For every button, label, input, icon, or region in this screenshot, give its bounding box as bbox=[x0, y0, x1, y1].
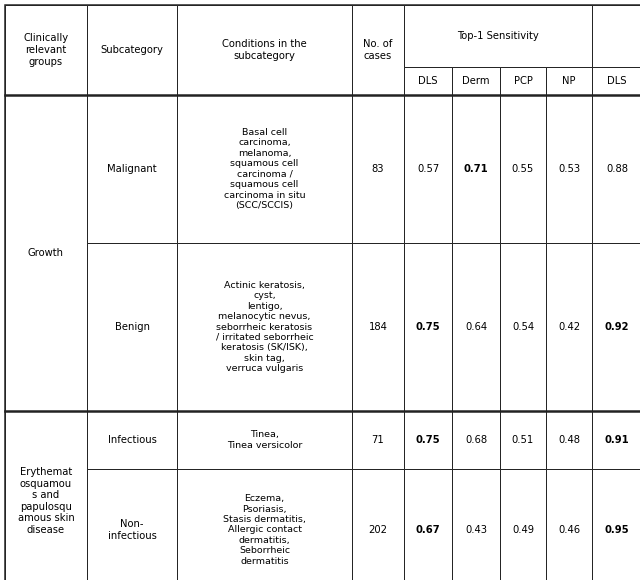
Text: 0.95: 0.95 bbox=[605, 525, 629, 535]
Bar bbox=[500, 95, 546, 243]
Text: Actinic keratosis,
cyst,
lentigo,
melanocytic nevus,
seborrheic keratosis
/ irri: Actinic keratosis, cyst, lentigo, melano… bbox=[216, 281, 314, 373]
Text: Tinea,
Tinea versicolor: Tinea, Tinea versicolor bbox=[227, 430, 302, 450]
Text: 0.48: 0.48 bbox=[558, 435, 580, 445]
Text: 0.64: 0.64 bbox=[465, 322, 487, 332]
Text: DLS: DLS bbox=[607, 76, 627, 86]
Text: 0.57: 0.57 bbox=[417, 164, 439, 174]
Text: 0.88: 0.88 bbox=[606, 164, 628, 174]
Bar bbox=[592, 67, 640, 95]
Bar bbox=[546, 67, 592, 95]
Bar bbox=[592, 243, 640, 411]
Text: 0.42: 0.42 bbox=[558, 322, 580, 332]
Bar bbox=[500, 411, 546, 469]
Bar bbox=[546, 411, 592, 469]
Text: 0.71: 0.71 bbox=[463, 164, 488, 174]
Text: 0.49: 0.49 bbox=[512, 525, 534, 535]
Text: 0.51: 0.51 bbox=[512, 435, 534, 445]
Text: Basal cell
carcinoma,
melanoma,
squamous cell
carcinoma /
squamous cell
carcinom: Basal cell carcinoma, melanoma, squamous… bbox=[224, 128, 305, 210]
Text: 83: 83 bbox=[372, 164, 384, 174]
Bar bbox=[352, 243, 404, 411]
Bar bbox=[404, 469, 452, 580]
Bar bbox=[87, 469, 177, 580]
Bar bbox=[404, 67, 452, 95]
Text: 0.75: 0.75 bbox=[416, 322, 440, 332]
Bar bbox=[177, 243, 352, 411]
Bar bbox=[452, 411, 500, 469]
Bar bbox=[87, 5, 177, 95]
Bar bbox=[352, 95, 404, 243]
Bar bbox=[592, 469, 640, 580]
Bar bbox=[352, 5, 404, 95]
Text: 0.75: 0.75 bbox=[416, 435, 440, 445]
Text: 184: 184 bbox=[369, 322, 387, 332]
Bar bbox=[452, 243, 500, 411]
Bar bbox=[500, 469, 546, 580]
Text: 0.91: 0.91 bbox=[605, 435, 629, 445]
Text: 0.68: 0.68 bbox=[465, 435, 487, 445]
Bar bbox=[546, 243, 592, 411]
Text: Subcategory: Subcategory bbox=[100, 45, 163, 55]
Bar bbox=[404, 243, 452, 411]
Bar bbox=[177, 5, 352, 95]
Bar bbox=[177, 411, 352, 469]
Text: NP: NP bbox=[563, 76, 576, 86]
Bar bbox=[592, 95, 640, 243]
Text: Benign: Benign bbox=[115, 322, 150, 332]
Text: Clinically
relevant
groups: Clinically relevant groups bbox=[24, 34, 68, 67]
Bar bbox=[404, 95, 452, 243]
Bar bbox=[592, 411, 640, 469]
Bar bbox=[404, 5, 592, 67]
Bar bbox=[500, 243, 546, 411]
Bar bbox=[404, 411, 452, 469]
Text: Erythemat
osquamou
s and
papulosqu
amous skin
disease: Erythemat osquamou s and papulosqu amous… bbox=[18, 467, 74, 535]
Bar bbox=[5, 5, 87, 95]
Bar bbox=[452, 469, 500, 580]
Text: Malignant: Malignant bbox=[107, 164, 157, 174]
Text: 71: 71 bbox=[372, 435, 385, 445]
Text: 0.67: 0.67 bbox=[416, 525, 440, 535]
Bar bbox=[177, 469, 352, 580]
Text: 0.43: 0.43 bbox=[465, 525, 487, 535]
Bar bbox=[5, 411, 87, 580]
Text: 0.55: 0.55 bbox=[512, 164, 534, 174]
Text: Non-
infectious: Non- infectious bbox=[108, 519, 156, 541]
Text: 0.54: 0.54 bbox=[512, 322, 534, 332]
Bar bbox=[452, 95, 500, 243]
Text: PCP: PCP bbox=[513, 76, 532, 86]
Bar bbox=[546, 95, 592, 243]
Bar bbox=[87, 243, 177, 411]
Text: Growth: Growth bbox=[28, 248, 64, 258]
Text: Derm: Derm bbox=[462, 76, 490, 86]
Text: No. of
cases: No. of cases bbox=[364, 39, 393, 61]
Text: 0.46: 0.46 bbox=[558, 525, 580, 535]
Text: Conditions in the
subcategory: Conditions in the subcategory bbox=[222, 39, 307, 61]
Text: 0.92: 0.92 bbox=[605, 322, 629, 332]
Bar bbox=[546, 469, 592, 580]
Bar bbox=[87, 411, 177, 469]
Text: Top-1 Sensitivity: Top-1 Sensitivity bbox=[457, 31, 539, 41]
Bar bbox=[352, 469, 404, 580]
Text: DLS: DLS bbox=[419, 76, 438, 86]
Bar bbox=[500, 67, 546, 95]
Text: 0.53: 0.53 bbox=[558, 164, 580, 174]
Bar bbox=[87, 95, 177, 243]
Text: Eczema,
Psoriasis,
Stasis dermatitis,
Allergic contact
dermatitis,
Seborrheic
de: Eczema, Psoriasis, Stasis dermatitis, Al… bbox=[223, 494, 306, 566]
Bar bbox=[452, 67, 500, 95]
Bar bbox=[177, 95, 352, 243]
Bar bbox=[592, 5, 640, 67]
Text: 202: 202 bbox=[369, 525, 387, 535]
Bar bbox=[5, 95, 87, 411]
Bar bbox=[352, 411, 404, 469]
Text: Infectious: Infectious bbox=[108, 435, 156, 445]
